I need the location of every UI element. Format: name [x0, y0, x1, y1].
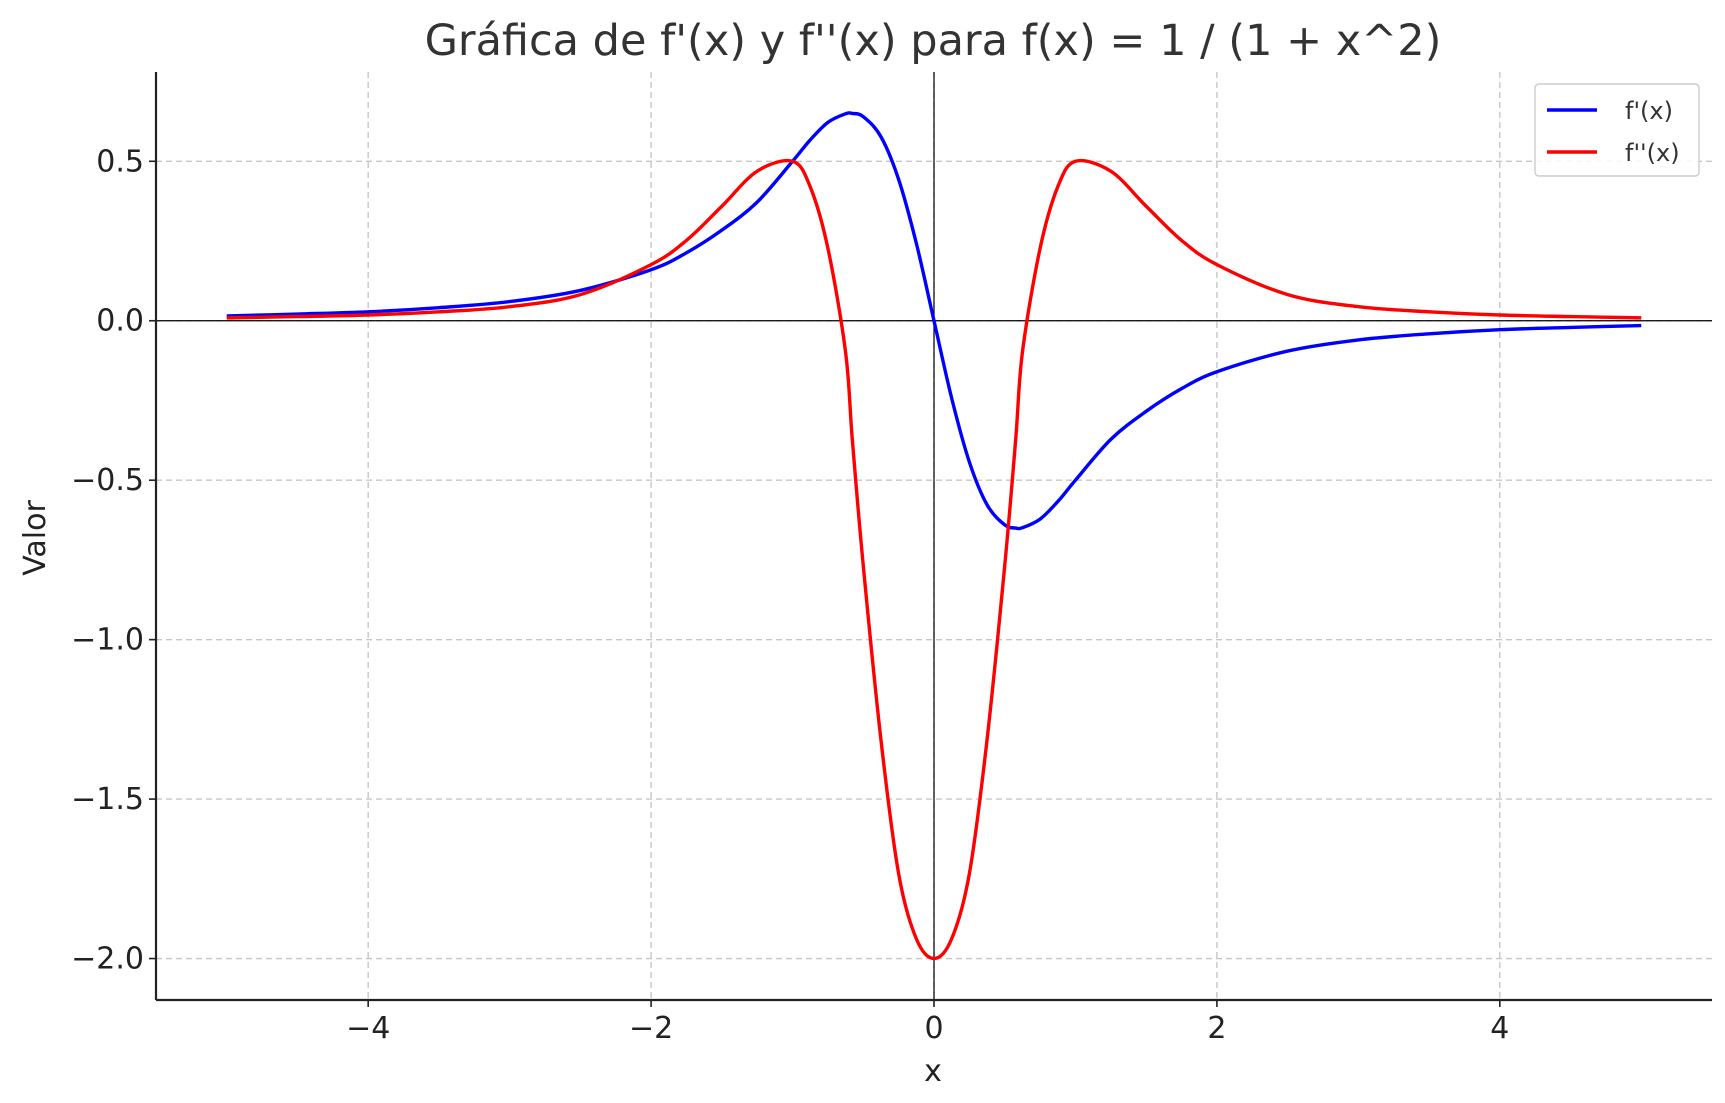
zero-lines	[156, 72, 1712, 1000]
series-line-f-prime	[226, 111, 1642, 531]
y-tick-label: −1.0	[71, 623, 144, 658]
y-tick-label: −0.5	[71, 463, 144, 498]
x-tick-label: 4	[1490, 1011, 1509, 1046]
legend-label: f''(x)	[1625, 139, 1680, 167]
y-tick-label: −1.5	[71, 782, 144, 817]
legend: f'(x) f''(x)	[1534, 83, 1700, 177]
chart-title: Gráfica de f'(x) y f''(x) para f(x) = 1 …	[425, 16, 1442, 66]
x-axis-label: x	[924, 1054, 942, 1089]
x-tick-label: 0	[924, 1011, 943, 1046]
series-lines	[226, 111, 1642, 961]
x-tick-label: −2	[629, 1011, 673, 1046]
legend-label: f'(x)	[1625, 97, 1673, 125]
y-axis-label: Valor	[18, 500, 53, 576]
x-tick-label: −4	[346, 1011, 390, 1046]
y-tick-label: 0.5	[96, 144, 144, 179]
x-tick-label: 2	[1207, 1011, 1226, 1046]
tick-labels: −4 −2 0 2 4 0.5 0.0 −0.5 −1.0 −1.5 −2.0	[71, 144, 1509, 1046]
y-tick-label: 0.0	[96, 304, 144, 339]
y-tick-label: −2.0	[71, 942, 144, 977]
series-line-f-double-prime	[226, 158, 1642, 961]
